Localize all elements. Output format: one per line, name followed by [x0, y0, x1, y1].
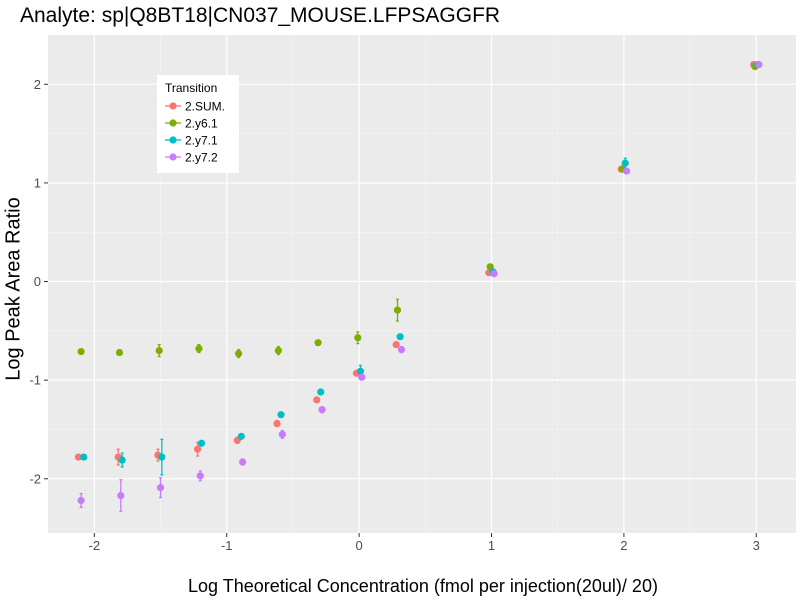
data-point [197, 439, 206, 447]
legend-items: 2.SUM. 2.y6.1 2.y7.1 2.y7.2 [165, 100, 225, 165]
data-point [273, 419, 281, 428]
x-tick-label: -2 [89, 538, 101, 553]
data-point [318, 406, 326, 414]
x-axis-label: Log Theoretical Concentration (fmol per … [188, 576, 658, 596]
data-point [155, 346, 163, 355]
legend-label: 2.y7.2 [185, 151, 218, 165]
chart-title: Analyte: sp|Q8BT18|CN037_MOUSE.LFPSAGGFR [20, 4, 501, 27]
legend-label: 2.SUM. [185, 100, 225, 114]
data-point [237, 432, 245, 440]
data-point [74, 453, 83, 461]
data-point [622, 167, 631, 175]
legend: Transition 2.SUM. 2.y6.1 2.y7.1 2.y7.2 [157, 75, 239, 173]
x-tick-label: 3 [753, 538, 760, 553]
data-point [317, 388, 325, 396]
y-axis: -2 -1 0 1 2 [29, 77, 48, 486]
data-point [621, 159, 629, 167]
data-point [156, 484, 165, 492]
data-point [118, 456, 126, 464]
data-point [397, 345, 406, 354]
legend-label: 2.y6.1 [185, 117, 218, 131]
data-point [393, 306, 402, 314]
x-tick-label: 2 [620, 538, 627, 553]
legend-key-point [169, 119, 177, 127]
data-point [239, 458, 247, 466]
data-point [196, 472, 204, 480]
data-point [358, 373, 366, 381]
legend-key-point [169, 153, 177, 161]
x-axis: -2 -1 0 1 2 3 [89, 533, 760, 553]
data-point [356, 367, 365, 375]
data-point [195, 344, 203, 353]
legend-key-point [169, 102, 177, 110]
y-tick-label: 1 [34, 175, 41, 190]
y-tick-label: 2 [34, 77, 41, 92]
data-point [396, 333, 404, 341]
data-point [392, 341, 400, 349]
legend-key-point [169, 136, 177, 144]
legend-label: 2.y7.1 [185, 134, 218, 148]
legend-title: Transition [165, 81, 217, 95]
x-tick-label: -1 [221, 538, 233, 553]
data-point [115, 348, 124, 357]
data-point [354, 334, 362, 342]
y-tick-label: 0 [34, 274, 41, 289]
y-axis-label: Log Peak Area Ratio [2, 197, 25, 381]
data-point [77, 347, 85, 356]
data-point [80, 453, 88, 461]
data-point [194, 445, 202, 453]
x-tick-label: 0 [355, 538, 362, 553]
data-point [77, 496, 85, 505]
data-point [314, 339, 322, 347]
data-point [490, 270, 498, 278]
y-tick-label: -1 [29, 373, 41, 388]
data-point [158, 453, 166, 461]
data-point [274, 346, 282, 355]
data-point [277, 411, 285, 419]
data-marks [74, 60, 763, 512]
x-tick-label: 1 [488, 538, 495, 553]
data-point [235, 349, 243, 358]
y-tick-label: -2 [29, 471, 41, 486]
data-point [278, 430, 286, 438]
data-point [755, 60, 763, 69]
data-point [117, 491, 125, 500]
data-point [313, 396, 321, 404]
